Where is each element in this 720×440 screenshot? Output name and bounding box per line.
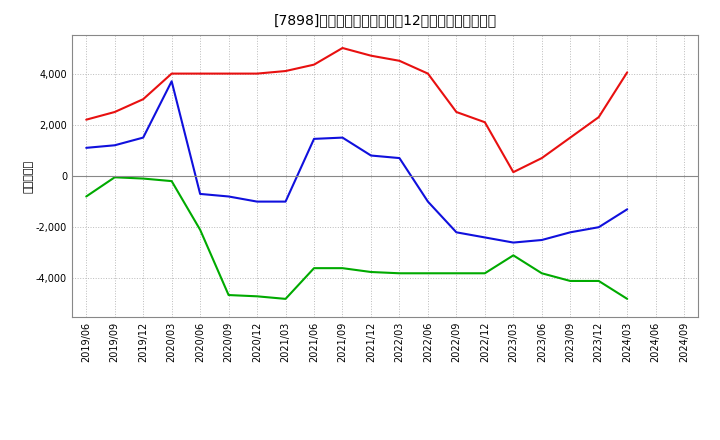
フリーCF bbox=[139, 135, 148, 140]
営業CF bbox=[139, 96, 148, 102]
Line: 投資CF: 投資CF bbox=[86, 177, 627, 299]
営業CF bbox=[196, 71, 204, 76]
営業CF bbox=[452, 110, 461, 115]
営業CF bbox=[110, 110, 119, 115]
営業CF bbox=[395, 58, 404, 63]
投資CF bbox=[282, 296, 290, 301]
フリーCF bbox=[595, 224, 603, 230]
投資CF bbox=[623, 296, 631, 301]
営業CF bbox=[338, 45, 347, 51]
営業CF bbox=[509, 169, 518, 175]
投資CF bbox=[167, 179, 176, 184]
営業CF bbox=[82, 117, 91, 122]
投資CF bbox=[537, 271, 546, 276]
Y-axis label: （百万円）: （百万円） bbox=[23, 159, 33, 193]
フリーCF bbox=[366, 153, 375, 158]
営業CF bbox=[480, 120, 489, 125]
投資CF bbox=[82, 194, 91, 199]
投資CF bbox=[595, 279, 603, 284]
フリーCF bbox=[452, 230, 461, 235]
投資CF bbox=[338, 265, 347, 271]
投資CF bbox=[253, 293, 261, 299]
フリーCF bbox=[82, 145, 91, 150]
フリーCF bbox=[623, 207, 631, 212]
Line: 営業CF: 営業CF bbox=[86, 48, 627, 172]
営業CF bbox=[167, 71, 176, 76]
営業CF bbox=[623, 70, 631, 75]
投資CF bbox=[225, 293, 233, 298]
フリーCF bbox=[253, 199, 261, 204]
投資CF bbox=[196, 227, 204, 232]
フリーCF bbox=[423, 199, 432, 204]
フリーCF bbox=[395, 155, 404, 161]
投資CF bbox=[310, 265, 318, 271]
営業CF bbox=[282, 68, 290, 73]
フリーCF bbox=[282, 199, 290, 204]
フリーCF bbox=[110, 143, 119, 148]
フリーCF bbox=[225, 194, 233, 199]
フリーCF bbox=[196, 191, 204, 197]
Line: フリーCF: フリーCF bbox=[86, 81, 627, 242]
営業CF bbox=[253, 71, 261, 76]
投資CF bbox=[139, 176, 148, 181]
営業CF bbox=[423, 71, 432, 76]
営業CF bbox=[366, 53, 375, 59]
投資CF bbox=[395, 271, 404, 276]
フリーCF bbox=[537, 237, 546, 242]
投資CF bbox=[480, 271, 489, 276]
投資CF bbox=[566, 279, 575, 284]
投資CF bbox=[452, 271, 461, 276]
営業CF bbox=[595, 114, 603, 120]
フリーCF bbox=[167, 79, 176, 84]
営業CF bbox=[225, 71, 233, 76]
営業CF bbox=[566, 135, 575, 140]
フリーCF bbox=[509, 240, 518, 245]
フリーCF bbox=[310, 136, 318, 142]
営業CF bbox=[537, 155, 546, 161]
投資CF bbox=[366, 269, 375, 275]
Title: [7898]　キャッシュフローの12か月移動合計の推移: [7898] キャッシュフローの12か月移動合計の推移 bbox=[274, 13, 497, 27]
営業CF bbox=[310, 62, 318, 67]
フリーCF bbox=[338, 135, 347, 140]
フリーCF bbox=[566, 230, 575, 235]
投資CF bbox=[509, 253, 518, 258]
フリーCF bbox=[480, 235, 489, 240]
投資CF bbox=[110, 175, 119, 180]
投資CF bbox=[423, 271, 432, 276]
